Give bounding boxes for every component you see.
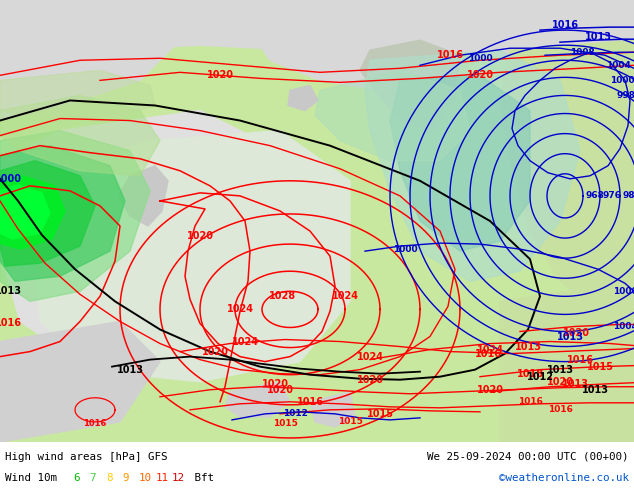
Text: 1015: 1015 [273,419,297,428]
Text: 1000: 1000 [468,54,493,63]
Polygon shape [0,111,280,362]
Text: 998: 998 [616,91,634,100]
Text: 1013: 1013 [0,286,22,296]
Text: 6: 6 [73,473,79,483]
Polygon shape [315,71,470,161]
Text: High wind areas [hPa] GFS: High wind areas [hPa] GFS [5,452,167,462]
Text: 11: 11 [155,473,169,483]
Polygon shape [0,161,95,266]
Text: 1024: 1024 [356,352,384,362]
Text: ©weatheronline.co.uk: ©weatheronline.co.uk [499,473,629,483]
Text: 1016: 1016 [0,318,22,328]
Text: 1020: 1020 [207,71,233,80]
Polygon shape [250,0,450,90]
Text: 1000: 1000 [610,76,634,85]
Text: 1013: 1013 [585,32,612,42]
Polygon shape [0,0,180,121]
Text: 9: 9 [122,473,129,483]
Text: 1016: 1016 [552,20,578,30]
Text: 1013: 1013 [581,385,609,395]
Polygon shape [360,40,460,131]
Text: 1015: 1015 [337,417,363,426]
Text: Wind 10m: Wind 10m [5,473,57,483]
Text: 1020: 1020 [266,385,294,395]
Polygon shape [310,392,355,427]
Text: 1018: 1018 [517,368,543,379]
Text: 1016: 1016 [436,50,463,60]
Polygon shape [225,382,290,417]
Text: 10: 10 [139,473,152,483]
Polygon shape [0,146,125,281]
Text: 968: 968 [586,192,604,200]
Polygon shape [545,0,634,100]
Text: 1000: 1000 [392,245,417,254]
Text: 1024: 1024 [332,292,358,301]
Text: We 25-09-2024 00:00 UTC (00+00): We 25-09-2024 00:00 UTC (00+00) [427,452,629,462]
Polygon shape [0,176,65,249]
Text: 1016: 1016 [548,405,573,415]
Polygon shape [0,185,50,239]
Text: 1000: 1000 [0,174,22,184]
Text: 1012: 1012 [526,372,553,382]
Text: 976: 976 [602,192,621,200]
Text: 7: 7 [89,473,96,483]
Text: 1015: 1015 [586,362,614,371]
Text: 1024: 1024 [226,304,254,315]
Polygon shape [0,131,150,301]
Text: 984: 984 [623,192,634,200]
Text: 1016: 1016 [567,355,593,365]
Polygon shape [365,50,580,281]
Text: 1012: 1012 [283,409,307,418]
Text: 12: 12 [172,473,185,483]
Text: 1024: 1024 [477,344,503,355]
Polygon shape [390,75,530,251]
Text: 1013: 1013 [562,379,588,389]
Polygon shape [500,281,634,442]
Text: 1016: 1016 [297,397,323,407]
Text: 8: 8 [106,473,112,483]
Text: 1013: 1013 [557,332,583,342]
Polygon shape [118,166,168,226]
Text: 1013: 1013 [547,365,574,375]
Text: 1020: 1020 [547,377,574,387]
Polygon shape [500,40,634,312]
Polygon shape [0,0,634,60]
Polygon shape [288,85,318,111]
Text: 1008: 1008 [569,48,595,57]
Text: 1015: 1015 [366,409,394,419]
Text: 1020: 1020 [356,375,384,385]
Text: 1020: 1020 [562,328,590,339]
Text: Bft: Bft [188,473,214,483]
Polygon shape [0,71,155,121]
Text: 1004: 1004 [612,322,634,331]
Text: 1013: 1013 [117,365,143,375]
Text: 1028: 1028 [268,292,295,301]
Text: 1020: 1020 [202,346,228,357]
Text: 1013: 1013 [515,342,541,351]
Text: 1020: 1020 [477,385,503,395]
Text: 1020: 1020 [467,71,493,80]
Text: 1004: 1004 [605,61,630,70]
Polygon shape [30,131,350,382]
Text: 1024: 1024 [231,337,259,346]
Text: 1020: 1020 [186,231,214,241]
Text: 1016: 1016 [83,419,107,428]
Text: 1016: 1016 [517,397,543,406]
Text: 1000: 1000 [612,287,634,296]
Polygon shape [0,321,160,442]
Text: 1016: 1016 [474,348,501,359]
Polygon shape [0,96,160,176]
Text: 1020: 1020 [261,379,288,389]
